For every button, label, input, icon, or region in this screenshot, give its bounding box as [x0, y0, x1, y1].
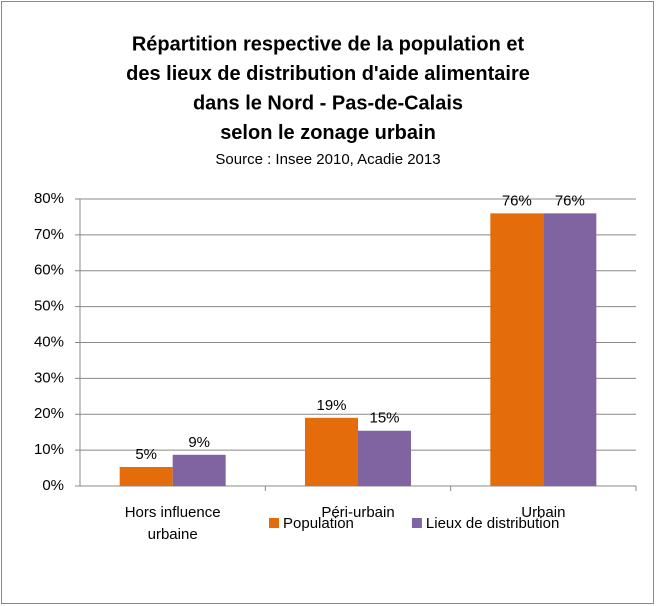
- bar: [119, 466, 173, 486]
- y-tick-label: 30%: [34, 369, 64, 386]
- bar: [305, 417, 358, 486]
- bar: [490, 213, 544, 486]
- legend-swatch: [411, 518, 422, 528]
- data-label: 19%: [316, 397, 346, 414]
- y-tick-label: 10%: [34, 441, 64, 458]
- bar: [358, 430, 411, 486]
- chart-subtitle: Source : Insee 2010, Acadie 2013: [215, 151, 440, 168]
- data-label: 76%: [555, 192, 585, 209]
- y-tick-label: 20%: [34, 405, 64, 422]
- chart-title: dans le Nord - Pas-de-Calais: [193, 92, 463, 114]
- legend-swatch: [269, 518, 279, 528]
- chart-title: selon le zonage urbain: [220, 122, 436, 144]
- x-tick-label: Hors influence urbaine: [124, 504, 221, 543]
- bar: [543, 213, 597, 486]
- data-label: 15%: [369, 410, 399, 427]
- chart-title: des lieux de distribution d'aide aliment…: [126, 63, 530, 85]
- x-tick-label: Péri-urbain: [321, 504, 395, 521]
- data-label: 5%: [135, 446, 157, 463]
- y-tick-label: 0%: [42, 477, 64, 494]
- y-tick-label: 50%: [34, 298, 64, 315]
- y-tick-label: 60%: [34, 262, 64, 279]
- data-label: 76%: [502, 192, 532, 209]
- y-tick-label: 70%: [34, 226, 64, 243]
- data-label: 9%: [188, 434, 210, 451]
- legend-label: Lieux de distribution: [426, 515, 559, 532]
- y-tick-label: 80%: [34, 190, 64, 207]
- x-tick-label: Urbain: [521, 504, 566, 521]
- y-tick-label: 40%: [34, 333, 64, 350]
- legend-label: Population: [283, 515, 354, 532]
- bar: [172, 454, 226, 486]
- chart-title: Répartition respective de la population …: [132, 33, 525, 55]
